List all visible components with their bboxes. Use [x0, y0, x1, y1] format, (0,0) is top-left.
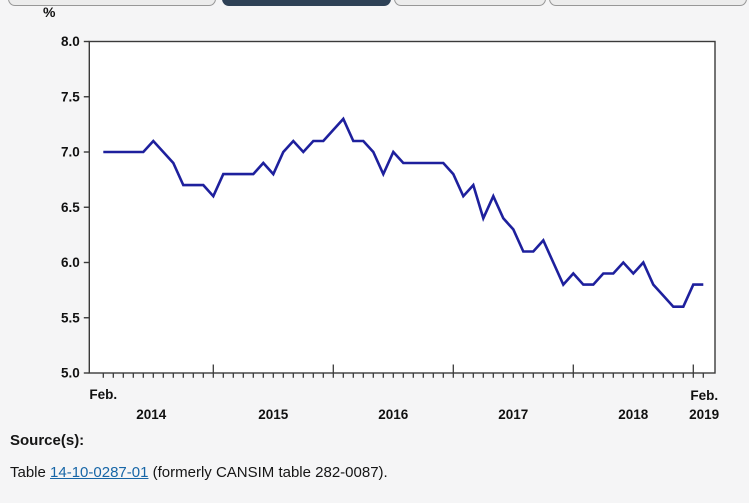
plot-area [88, 40, 716, 374]
y-tick-label: 7.5 [61, 89, 80, 104]
unemployment-rate-line [103, 116, 704, 309]
x-year-label: 2015 [258, 407, 289, 422]
chart-tab-bar [0, 0, 749, 8]
y-axis-unit-label: % [43, 4, 56, 20]
y-tick-label: 5.5 [61, 310, 80, 325]
source-suffix: (formerly CANSIM table 282-0087). [148, 464, 388, 481]
y-tick-label: 6.0 [61, 255, 80, 270]
y-tick-label: 7.0 [61, 145, 80, 160]
y-tick-label: 6.5 [61, 200, 80, 215]
source-table-link[interactable]: 14-10-0287-01 [50, 464, 149, 481]
x-year-label: 2018 [618, 407, 649, 422]
y-tick-label: 5.0 [61, 366, 80, 381]
source-prefix: Table [10, 464, 51, 481]
x-year-label: 2017 [498, 407, 528, 422]
x-year-label: 2019 [689, 407, 719, 422]
line-chart: 8.0 7.5 7.0 6.5 6.0 5.5 5.0 2014 2015 2016 2017 201… [61, 34, 719, 422]
source-section: Source(s): Table 14-10-0287-01 (formerly… [10, 432, 740, 496]
y-tick-label: 8.0 [61, 34, 80, 49]
source-line: Table 14-10-0287-01 (formerly CANSIM tab… [10, 464, 740, 481]
x-end-month-label: Feb. [690, 388, 718, 403]
x-year-label: 2016 [378, 407, 409, 422]
x-year-label: 2014 [136, 407, 167, 422]
x-start-month-label: Feb. [89, 387, 117, 402]
source-heading: Source(s): [10, 432, 85, 449]
